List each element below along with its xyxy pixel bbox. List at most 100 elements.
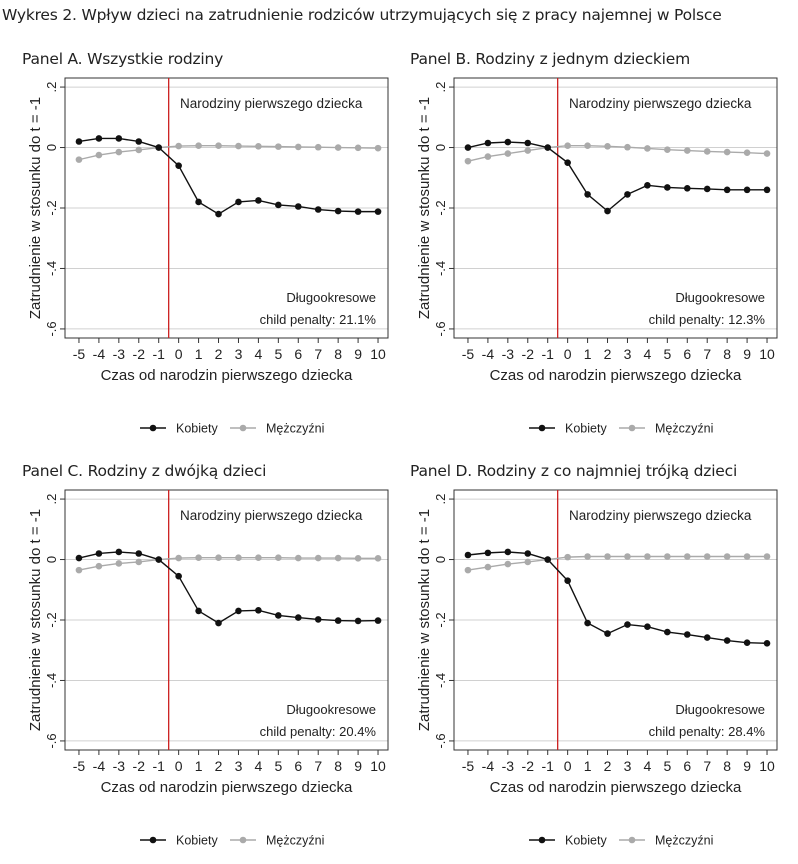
panel-b-title: Panel B. Rodziny z jednym dzieckiem <box>410 50 691 68</box>
x-tick-label: 1 <box>584 758 592 774</box>
point-women <box>683 185 691 192</box>
point-men <box>175 142 182 150</box>
x-tick-label: -2 <box>522 758 535 774</box>
y-tick-label: -.6 <box>433 733 448 748</box>
y-tick-label: -.4 <box>44 261 59 276</box>
x-tick-label: 3 <box>235 346 243 362</box>
x-tick-label: -1 <box>541 758 554 774</box>
point-women <box>275 201 282 209</box>
x-tick-label: 9 <box>354 758 362 774</box>
penalty-label: Długookresowe <box>675 702 765 717</box>
y-tick-label: 0 <box>433 556 448 563</box>
point-women <box>584 619 591 627</box>
point-men <box>644 145 651 152</box>
point-women <box>644 182 651 189</box>
point-women <box>215 619 222 627</box>
x-tick-label: -1 <box>541 346 554 362</box>
point-men <box>703 148 711 155</box>
penalty-value: child penalty: 21.1% <box>260 312 377 327</box>
point-men <box>115 148 123 156</box>
x-tick-label: 2 <box>604 346 612 362</box>
x-tick-label: 4 <box>644 758 652 774</box>
x-tick-label: -5 <box>73 758 86 774</box>
x-tick-label: 10 <box>759 346 775 362</box>
point-women <box>723 637 731 644</box>
point-men <box>604 553 611 560</box>
point-women <box>763 639 771 647</box>
point-men <box>723 148 731 156</box>
x-axis-title: Czas od narodzin pierwszego dziecka <box>490 779 742 796</box>
panel-d-title: Panel D. Rodziny z co najmniej trójką dz… <box>410 462 738 480</box>
point-men <box>215 554 222 562</box>
y-tick-label: 0 <box>44 556 59 563</box>
point-women <box>374 208 382 215</box>
point-men <box>664 146 671 153</box>
x-tick-label: 8 <box>334 346 342 362</box>
point-women <box>115 135 123 142</box>
y-tick-label: -.2 <box>44 612 59 627</box>
penalty-value: child penalty: 20.4% <box>260 724 377 739</box>
point-women <box>524 139 532 147</box>
point-women <box>703 185 711 193</box>
point-women <box>294 614 302 621</box>
point-men <box>723 553 731 560</box>
legend-marker-women <box>538 424 546 432</box>
point-men <box>135 558 143 566</box>
x-tick-label: 7 <box>314 346 322 362</box>
x-tick-label: -3 <box>113 758 126 774</box>
point-men <box>683 553 691 560</box>
penalty-label: Długookresowe <box>286 290 376 305</box>
legend-marker-women <box>149 836 157 844</box>
x-tick-label: 8 <box>723 346 731 362</box>
x-tick-label: 3 <box>235 758 243 774</box>
y-tick-label: -.4 <box>433 673 448 688</box>
point-men <box>275 143 282 150</box>
point-men <box>683 147 691 154</box>
y-axis-title: Zatrudnienie w stosunku do t = -1 <box>27 509 44 731</box>
x-tick-label: 4 <box>255 758 263 774</box>
point-men <box>504 150 512 157</box>
y-tick-label: -.4 <box>433 261 448 276</box>
x-axis-title: Czas od narodzin pierwszego dziecka <box>490 367 742 384</box>
point-men <box>334 144 342 151</box>
x-tick-label: -2 <box>133 758 146 774</box>
point-men <box>115 560 123 567</box>
x-tick-label: 8 <box>334 758 342 774</box>
series-line-men <box>467 145 768 162</box>
point-women <box>544 144 552 151</box>
y-tick-label: .2 <box>433 494 448 505</box>
legend-label-women: Kobiety <box>176 422 218 436</box>
point-men <box>644 553 651 560</box>
point-men <box>564 553 571 561</box>
point-men <box>504 560 512 568</box>
point-women <box>75 554 83 562</box>
point-women <box>743 639 751 646</box>
series-line-women <box>78 551 379 624</box>
x-tick-label: -3 <box>502 346 515 362</box>
point-women <box>354 617 362 625</box>
point-women <box>624 191 631 198</box>
penalty-label: Długookresowe <box>286 702 376 717</box>
legend-marker-men <box>628 836 636 844</box>
figure-title: Wykres 2. Wpływ dzieci na zatrudnienie r… <box>2 6 722 24</box>
x-tick-label: 3 <box>624 758 632 774</box>
x-tick-label: 0 <box>175 346 183 362</box>
legend-marker-women <box>538 836 546 844</box>
x-tick-label: 10 <box>759 758 775 774</box>
point-women <box>504 548 512 556</box>
x-tick-label: -4 <box>482 758 495 774</box>
point-men <box>314 554 322 562</box>
y-axis-title: Zatrudnienie w stosunku do t = -1 <box>416 509 433 731</box>
point-women <box>215 210 222 218</box>
legend-marker-men <box>239 836 247 844</box>
point-men <box>95 151 103 159</box>
point-men <box>75 566 83 574</box>
point-women <box>135 138 143 145</box>
x-tick-label: 1 <box>195 758 203 774</box>
x-tick-label: 5 <box>274 758 282 774</box>
point-men <box>524 558 532 566</box>
point-women <box>175 162 182 169</box>
y-tick-label: -.2 <box>44 200 59 215</box>
